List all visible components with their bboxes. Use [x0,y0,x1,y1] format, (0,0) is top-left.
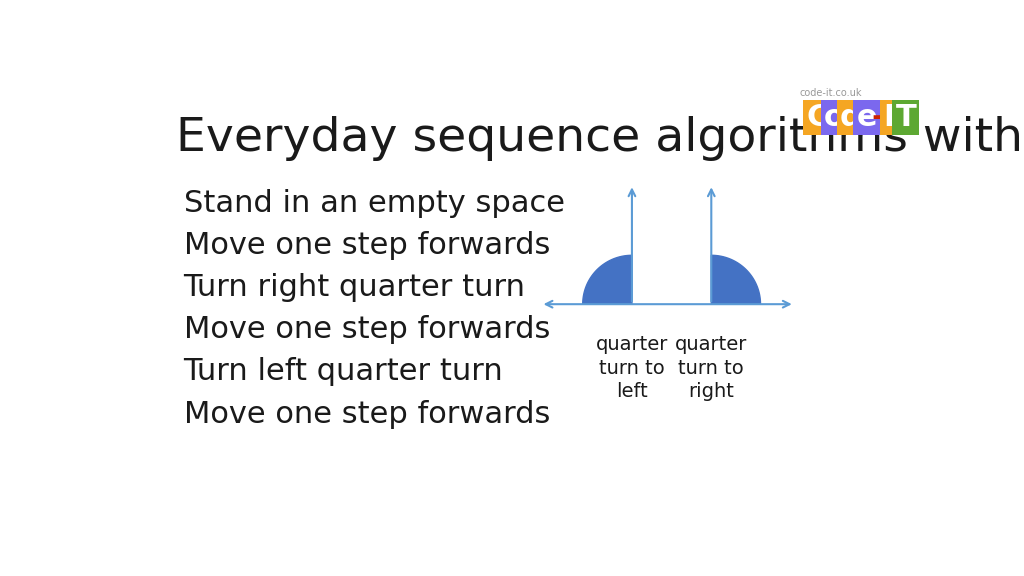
Text: e: e [856,104,878,132]
Text: quarter
turn to
right: quarter turn to right [675,335,748,401]
Text: Stand in an empty space: Stand in an empty space [183,189,564,218]
Text: Turn left quarter turn: Turn left quarter turn [183,357,504,386]
Text: T: T [895,104,916,132]
Polygon shape [712,255,761,304]
Text: -: - [871,104,885,132]
Text: d: d [840,104,861,132]
Polygon shape [583,255,632,304]
Text: Everyday sequence algorithms with movement: Everyday sequence algorithms with moveme… [176,116,1024,161]
Text: code-it.co.uk: code-it.co.uk [799,88,861,98]
Text: Move one step forwards: Move one step forwards [183,315,550,344]
Text: C: C [807,104,828,132]
Text: quarter
turn to
left: quarter turn to left [596,335,668,401]
Text: Turn right quarter turn: Turn right quarter turn [183,273,525,302]
Text: I: I [884,104,895,132]
Text: Move one step forwards: Move one step forwards [183,231,550,260]
Text: o: o [824,104,845,132]
Text: Move one step forwards: Move one step forwards [183,400,550,429]
